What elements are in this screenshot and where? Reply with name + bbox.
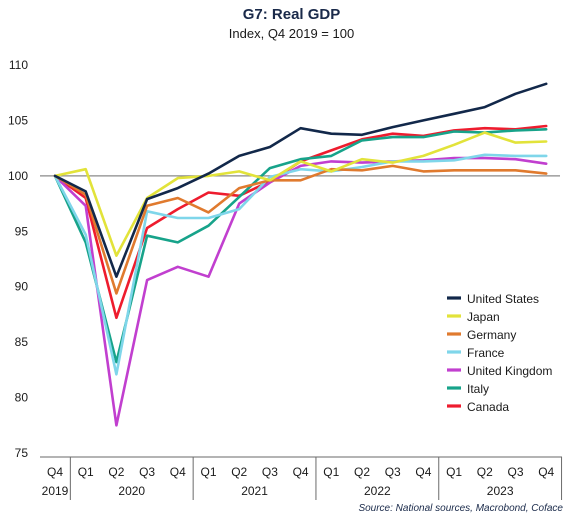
series-line-germany — [53, 164, 548, 295]
x-tick-year: 2023 — [487, 484, 514, 498]
x-tick-quarter: Q3 — [507, 465, 523, 479]
x-tick-year: 2022 — [364, 484, 391, 498]
y-tick-label: 85 — [15, 335, 29, 349]
y-tick-label: 95 — [15, 224, 29, 238]
chart-source: Source: National sources, Macrobond, Cof… — [358, 503, 563, 514]
x-tick-year: 2019 — [42, 484, 69, 498]
y-tick-label: 75 — [15, 446, 29, 460]
x-tick-year: 2021 — [241, 484, 268, 498]
series-line-italy — [53, 128, 548, 364]
x-tick-quarter: Q2 — [477, 465, 493, 479]
x-tick-quarter: Q3 — [385, 465, 401, 479]
y-tick-label: 80 — [15, 391, 29, 405]
x-tick-quarter: Q4 — [47, 465, 63, 479]
legend-label-japan: Japan — [467, 310, 500, 324]
x-tick-quarter: Q3 — [139, 465, 155, 479]
y-tick-label: 90 — [15, 280, 29, 294]
x-tick-quarter: Q3 — [262, 465, 278, 479]
y-tick-label: 110 — [9, 58, 28, 72]
x-tick-quarter: Q4 — [293, 465, 309, 479]
x-tick-quarter: Q2 — [108, 465, 124, 479]
chart-title: G7: Real GDP — [242, 6, 341, 23]
x-tick-quarter: Q2 — [354, 465, 370, 479]
y-tick-label: 105 — [8, 113, 28, 127]
series-line-united-states — [53, 82, 548, 279]
x-tick-quarter: Q1 — [446, 465, 462, 479]
legend-label-france: France — [467, 346, 505, 360]
legend-label-united-states: United States — [467, 292, 539, 306]
series-line-japan — [53, 131, 548, 257]
x-tick-quarter: Q1 — [200, 465, 216, 479]
series-line-france — [53, 153, 548, 376]
x-tick-quarter: Q4 — [170, 465, 186, 479]
x-tick-year: 2020 — [118, 484, 145, 498]
x-tick-quarter: Q1 — [323, 465, 339, 479]
legend-label-canada: Canada — [467, 400, 509, 414]
x-tick-quarter: Q1 — [78, 465, 94, 479]
x-tick-quarter: Q2 — [231, 465, 247, 479]
x-tick-quarter: Q4 — [415, 465, 431, 479]
y-tick-label: 100 — [8, 169, 28, 183]
legend-label-italy: Italy — [467, 382, 489, 396]
chart-subtitle: Index, Q4 2019 = 100 — [228, 26, 355, 41]
x-tick-quarter: Q4 — [538, 465, 554, 479]
legend-label-germany: Germany — [467, 328, 516, 342]
series-line-canada — [53, 124, 548, 320]
legend-label-united-kingdom: United Kingdom — [467, 364, 552, 378]
